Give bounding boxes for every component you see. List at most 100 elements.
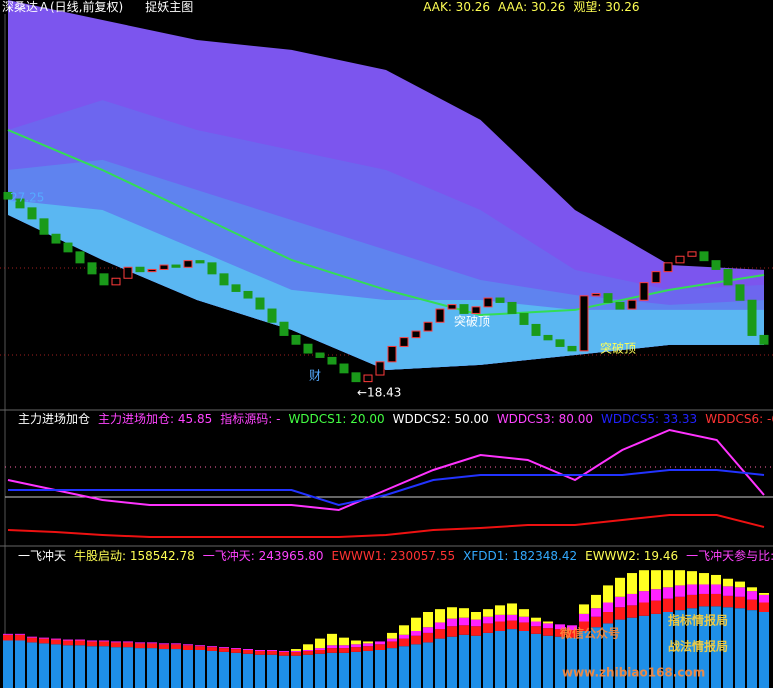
bar-segment <box>399 625 409 635</box>
bar-segment <box>471 612 481 620</box>
panel-title: 一飞冲天 <box>18 548 66 563</box>
bar-segment <box>339 648 349 653</box>
bar-segment <box>39 638 49 644</box>
candle <box>171 264 181 268</box>
bar-segment <box>495 614 505 622</box>
bar-segment <box>519 616 529 623</box>
bar-segment <box>147 643 157 649</box>
bar-segment <box>435 638 445 688</box>
bar-segment <box>507 614 517 621</box>
bar-segment <box>207 646 217 648</box>
bar-segment <box>99 641 109 647</box>
candle <box>291 334 301 345</box>
bar-segment <box>3 634 13 641</box>
bar-segment <box>663 598 673 612</box>
bar-segment <box>435 629 445 639</box>
bar-segment <box>15 634 25 641</box>
bar-segment <box>147 642 157 644</box>
candle <box>447 304 457 310</box>
bar-segment <box>543 635 553 688</box>
bar-segment <box>159 649 169 688</box>
bar-segment <box>447 607 457 619</box>
bar-segment <box>639 602 649 616</box>
bar-segment <box>663 570 673 588</box>
bar-segment <box>387 648 397 688</box>
bar-segment <box>255 650 265 655</box>
bar-segment <box>279 651 289 656</box>
bar-segment <box>51 639 61 645</box>
bar-segment <box>579 631 589 688</box>
bar-segment <box>51 638 61 640</box>
candle <box>207 262 217 275</box>
bar-segment <box>759 594 769 603</box>
bar-segment <box>687 584 697 595</box>
bar-segment <box>651 600 661 614</box>
bar-segment <box>591 627 601 688</box>
annotation: ←18.43 <box>357 386 401 400</box>
bar-segment <box>207 647 217 651</box>
header-item: EWWW2: 19.46 <box>585 549 678 563</box>
bar-segment <box>507 603 517 615</box>
bar-segment <box>231 649 241 653</box>
bar-segment <box>711 584 721 594</box>
bar-segment <box>447 636 457 688</box>
bar-segment <box>375 644 385 650</box>
bar-segment <box>219 648 229 652</box>
candle <box>627 299 637 310</box>
bar-segment <box>555 636 565 688</box>
panel-header: 主力进场加仓 主力进场加仓: 45.85 指标源码: - WDDCS1: 20.00 W… <box>18 411 773 426</box>
bar-segment <box>171 649 181 688</box>
candle <box>699 251 709 262</box>
header-item: 主力进场加仓: 45.85 <box>98 412 212 426</box>
bar-segment <box>567 637 577 688</box>
header-item: AAA: 30.26 <box>498 0 565 14</box>
bar-segment <box>627 593 637 606</box>
candle <box>87 262 97 275</box>
bar-segment <box>675 610 685 688</box>
bar-segment <box>579 621 589 631</box>
bar-segment <box>3 640 13 688</box>
bar-segment <box>87 640 97 642</box>
bar-segment <box>567 625 577 631</box>
bar-segment <box>687 608 697 688</box>
bar-segment <box>531 621 541 627</box>
candle <box>723 268 733 286</box>
bar-segment <box>15 640 25 688</box>
bar-segment <box>39 637 49 639</box>
bar-segment <box>723 578 733 587</box>
bar-segment <box>111 647 121 688</box>
candle <box>363 374 373 383</box>
bar-segment <box>687 571 697 585</box>
candle <box>195 260 205 264</box>
bar-segment <box>255 654 265 688</box>
candle <box>687 251 697 257</box>
candle <box>147 268 157 273</box>
bar-segment <box>555 624 565 630</box>
bar-segment <box>495 631 505 688</box>
bar-segment <box>135 642 145 644</box>
bar-segment <box>291 655 301 688</box>
bar-segment <box>651 570 661 590</box>
bar-segment <box>363 650 373 688</box>
bar-segment <box>327 633 337 646</box>
bar-segment <box>351 640 361 645</box>
candle <box>303 343 313 354</box>
candle <box>435 308 445 323</box>
header-item: EWWW1: 230057.55 <box>332 549 456 563</box>
header-item: WDDCS6: -6.21 <box>705 412 773 426</box>
candle <box>603 293 613 303</box>
bar-segment <box>387 641 397 649</box>
bar-segment <box>327 645 337 649</box>
bar-segment <box>483 609 493 617</box>
bar-segment <box>423 612 433 628</box>
candle <box>387 345 397 363</box>
candle <box>399 337 409 347</box>
header-item: WDDCS3: 80.00 <box>497 412 593 426</box>
bar-segment <box>471 619 481 627</box>
bar-segment <box>291 649 301 651</box>
annotation: 突破顶 <box>454 314 490 329</box>
bar-segment <box>591 616 601 628</box>
bar-segment <box>195 650 205 688</box>
candle <box>51 233 61 244</box>
bar-segment <box>183 650 193 688</box>
